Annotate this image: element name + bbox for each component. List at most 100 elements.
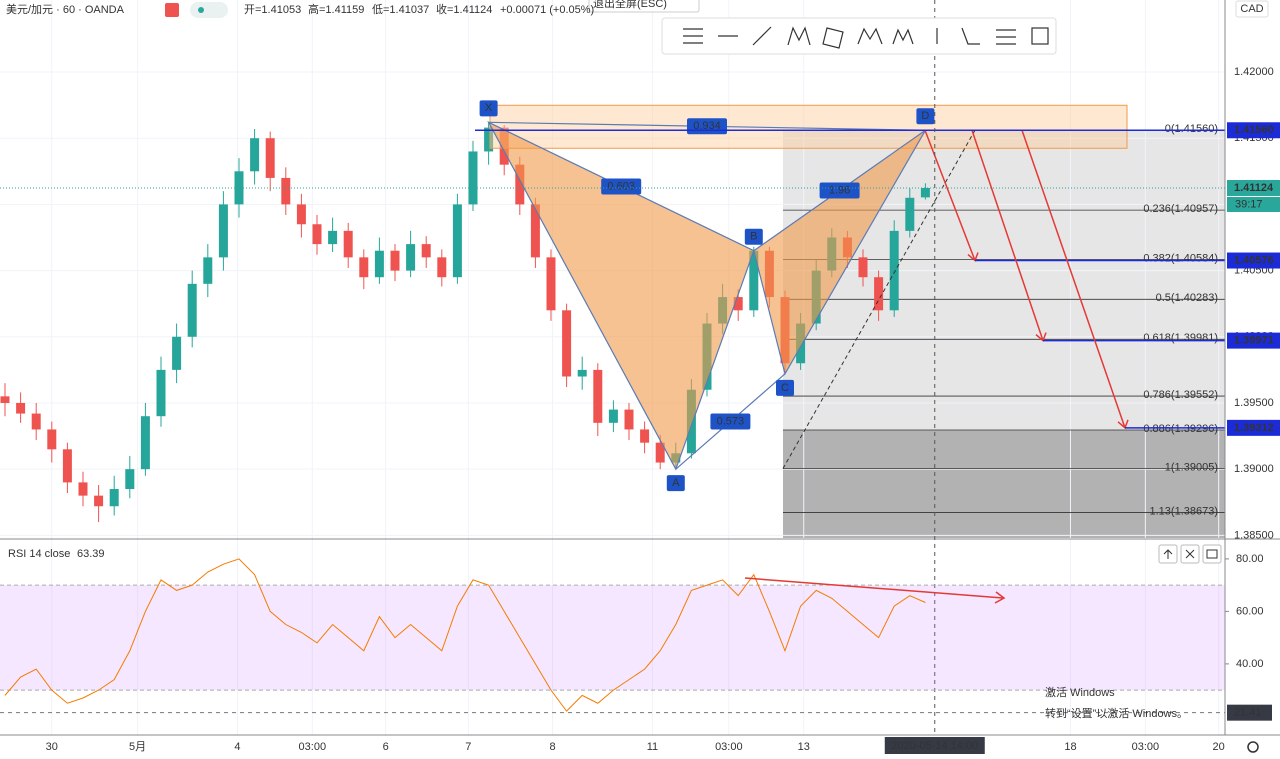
countdown: 39:17 [1235, 198, 1263, 210]
ratio-box [601, 178, 642, 195]
rsi-tick-label: 40.00 [1236, 658, 1264, 670]
candle-body [359, 257, 369, 278]
crosshair-tag [884, 737, 985, 754]
pattern-point-label: B [750, 231, 757, 243]
ratio-label: 0.934 [693, 120, 721, 132]
status-pill[interactable] [190, 2, 228, 18]
candle-body [406, 244, 416, 271]
candle-body [47, 429, 57, 450]
target-arrow [1021, 130, 1126, 429]
pattern-point-label: D [921, 110, 929, 122]
candle-body [31, 413, 41, 430]
price-tag [1227, 122, 1280, 139]
settings-icon[interactable] [1247, 741, 1259, 753]
ratio-label: 0.573 [717, 415, 745, 427]
candle-body [468, 151, 478, 205]
candle-body [889, 230, 899, 311]
y-tick-label: 1.38500 [1234, 529, 1274, 541]
candle-body [125, 469, 135, 490]
pattern-point-label: C [781, 382, 789, 394]
drawing-toolbar [661, 17, 1057, 55]
x-tick-label: 4 [234, 741, 240, 753]
price-tag [1227, 179, 1280, 196]
x-tick-label: 6 [383, 741, 389, 753]
x-tick-label: 03:00 [715, 741, 743, 753]
crosshair-label: 2020-05-14 14:00 [891, 740, 978, 752]
pattern-point-box [744, 228, 763, 245]
high-value: 高=1.41159 [308, 2, 364, 16]
price-tag-label: 1.40576 [1234, 254, 1274, 266]
x-tick-label: 8 [549, 741, 555, 753]
x-tick-label: 11 [647, 741, 658, 753]
currency: CAD [1240, 3, 1263, 15]
candle-body [515, 164, 525, 205]
candle-body [858, 257, 868, 278]
x-tick-label: 7 [465, 741, 471, 753]
price-tag-label: 1.39312 [1234, 422, 1274, 434]
candle-body [421, 244, 431, 258]
candle-body [187, 283, 197, 337]
candle-body [250, 138, 260, 172]
candle-body [390, 250, 400, 271]
candle-body [218, 204, 228, 258]
fib-label: 1(1.39005) [1165, 461, 1218, 473]
fib-label: 0(1.41560) [1165, 123, 1218, 135]
candle-body [640, 429, 650, 443]
pattern-point-box [776, 379, 794, 396]
fib-label: 0.618(1.39981) [1143, 332, 1218, 344]
candle-body [562, 310, 572, 377]
x-tick-label: 30 [46, 741, 58, 753]
close-value: 收=1.41124 [436, 2, 492, 16]
fib-label: 0.382(1.40584) [1143, 252, 1218, 264]
rsi-line [4, 558, 926, 712]
target-arrow [971, 130, 1044, 341]
candle-body [312, 224, 322, 245]
symbol: 美元/加元 · 60 · OANDA [6, 3, 125, 16]
rsi-divergence [744, 577, 1004, 599]
rsi-tick-label: 80.00 [1236, 553, 1264, 565]
candle-body [437, 257, 447, 278]
x-tick-label: 20 [1213, 741, 1225, 753]
candle-body [140, 416, 150, 470]
ratio-box [819, 182, 860, 199]
candle-body [62, 449, 72, 483]
x-tick-label: 18 [1064, 741, 1076, 753]
y-tick-label: 1.39000 [1234, 463, 1274, 475]
open-value: 开=1.41053 [244, 4, 301, 16]
price-tag [1227, 332, 1280, 349]
currency-box[interactable] [1235, 0, 1269, 18]
candle-body [593, 369, 603, 423]
candle-body [109, 489, 119, 507]
flag[interactable] [165, 3, 179, 17]
candle-body [749, 250, 759, 311]
price-tag-label: 1.41560 [1234, 124, 1274, 136]
change-value: +0.00071 (+0.05%) [500, 4, 594, 16]
candle-body [172, 336, 182, 370]
candle-body [608, 409, 618, 423]
pattern-point-box [479, 100, 498, 117]
price-tag [1227, 252, 1280, 269]
x-tick-label: 03:00 [299, 741, 327, 753]
price-tag-label: 1.41124 [1234, 182, 1274, 194]
x-tick-label: 03:00 [1132, 741, 1160, 753]
candle-body [265, 138, 275, 178]
rsi-tick-label: 60.00 [1236, 605, 1264, 617]
ratio-label: 1.96 [829, 184, 850, 196]
fib-label: 1.13(1.38673) [1150, 505, 1219, 517]
candle-body [655, 442, 665, 463]
toolbar-icons[interactable] [683, 26, 1049, 49]
projection-line [782, 130, 976, 469]
candle-body [624, 409, 634, 430]
candle-body [296, 204, 306, 225]
candle-body [281, 177, 291, 205]
candle-body [203, 257, 213, 284]
ratio-label: 0.603 [607, 180, 635, 192]
candle-body [374, 250, 384, 278]
candle-body [920, 187, 930, 198]
rsi-value: 63.39 [77, 548, 105, 560]
arrow-head [994, 591, 1006, 604]
countdown-tag [1227, 196, 1280, 212]
x-tick-label: 13 [798, 741, 810, 753]
pane-icons [1163, 549, 1218, 559]
candle-body [343, 230, 353, 258]
